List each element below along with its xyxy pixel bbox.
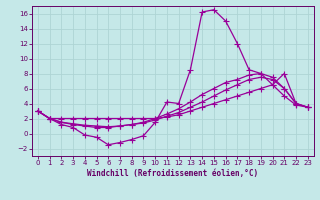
X-axis label: Windchill (Refroidissement éolien,°C): Windchill (Refroidissement éolien,°C) xyxy=(87,169,258,178)
